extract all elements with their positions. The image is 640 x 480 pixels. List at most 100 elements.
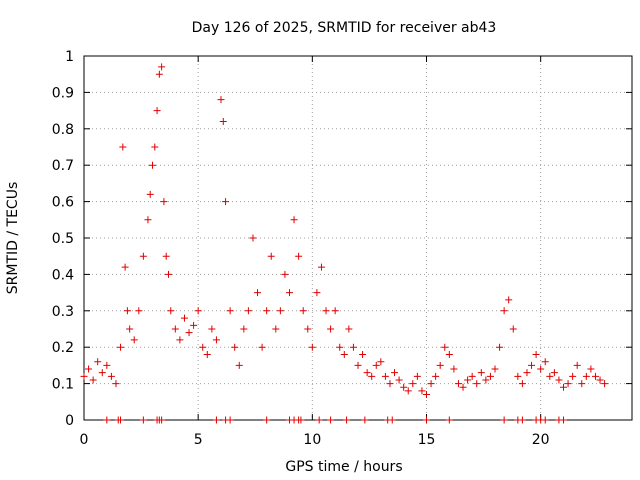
x-tick-label: 5 bbox=[194, 432, 203, 448]
data-point bbox=[454, 380, 462, 388]
data-point bbox=[85, 365, 93, 373]
data-point bbox=[601, 380, 609, 388]
data-point bbox=[94, 358, 102, 366]
data-point bbox=[491, 365, 499, 373]
data-point bbox=[222, 198, 230, 206]
data-point bbox=[317, 263, 325, 271]
data-point bbox=[400, 383, 408, 391]
data-point bbox=[235, 361, 243, 369]
data-point bbox=[528, 361, 536, 369]
data-point bbox=[249, 234, 257, 242]
data-point bbox=[107, 372, 115, 380]
data-point bbox=[546, 372, 554, 380]
data-point bbox=[381, 372, 389, 380]
data-point bbox=[514, 372, 522, 380]
data-point bbox=[299, 307, 307, 315]
y-tick-label: 0.2 bbox=[52, 340, 74, 356]
data-point bbox=[158, 416, 166, 424]
data-point bbox=[119, 143, 127, 151]
grid-lines bbox=[84, 56, 632, 420]
data-point bbox=[135, 307, 143, 315]
y-tick-label: 0.3 bbox=[52, 304, 74, 320]
data-point bbox=[523, 369, 531, 377]
data-point bbox=[295, 252, 303, 260]
data-point bbox=[555, 376, 563, 384]
data-point bbox=[290, 216, 298, 224]
data-point bbox=[505, 296, 513, 304]
y-axis-label: SRMTID / TECUs bbox=[5, 182, 21, 295]
axis-ticks: 00.10.20.30.40.50.60.70.80.910 5 10 15 20 bbox=[52, 49, 632, 448]
data-point bbox=[203, 350, 211, 358]
data-point bbox=[258, 343, 266, 351]
x-tick-label: 10 bbox=[303, 432, 321, 448]
data-point bbox=[263, 307, 271, 315]
data-point bbox=[162, 252, 170, 260]
data-point bbox=[500, 416, 508, 424]
data-point bbox=[80, 372, 88, 380]
data-point bbox=[158, 63, 166, 71]
data-points bbox=[80, 63, 609, 424]
data-point bbox=[578, 380, 586, 388]
data-point bbox=[518, 416, 526, 424]
data-point bbox=[423, 391, 430, 399]
data-point bbox=[212, 416, 220, 424]
data-point bbox=[263, 416, 271, 424]
data-point bbox=[340, 350, 348, 358]
y-tick-label: 0 bbox=[65, 413, 74, 429]
data-point bbox=[331, 307, 339, 315]
data-point bbox=[473, 380, 481, 388]
data-point bbox=[354, 361, 362, 369]
data-point bbox=[509, 325, 517, 333]
data-point bbox=[518, 380, 526, 388]
data-point bbox=[155, 70, 163, 78]
data-point bbox=[482, 376, 490, 384]
x-tick-label: 0 bbox=[80, 432, 89, 448]
data-point bbox=[596, 376, 604, 384]
data-point bbox=[432, 372, 440, 380]
data-point bbox=[272, 325, 280, 333]
data-point bbox=[386, 380, 394, 388]
data-point bbox=[103, 361, 111, 369]
data-point bbox=[103, 416, 111, 424]
data-point bbox=[359, 350, 367, 358]
data-point bbox=[231, 343, 239, 351]
data-point bbox=[459, 383, 467, 391]
data-point bbox=[541, 358, 549, 366]
data-point bbox=[167, 307, 175, 315]
y-tick-label: 1 bbox=[65, 49, 74, 65]
data-point bbox=[315, 416, 323, 424]
data-point bbox=[171, 325, 179, 333]
data-point bbox=[126, 325, 134, 333]
data-point bbox=[139, 416, 147, 424]
data-point bbox=[219, 118, 227, 126]
data-point bbox=[537, 365, 545, 373]
data-point bbox=[377, 358, 385, 366]
data-point bbox=[532, 350, 540, 358]
data-point bbox=[267, 252, 275, 260]
data-point bbox=[569, 372, 577, 380]
data-point bbox=[121, 263, 129, 271]
data-point bbox=[436, 361, 444, 369]
data-point bbox=[212, 336, 220, 344]
data-point bbox=[149, 161, 156, 169]
y-tick-label: 0.5 bbox=[52, 231, 74, 247]
data-point bbox=[591, 372, 599, 380]
data-point bbox=[496, 343, 504, 351]
data-point bbox=[208, 325, 216, 333]
data-point bbox=[146, 190, 154, 198]
data-point bbox=[144, 216, 152, 224]
data-point bbox=[564, 380, 572, 388]
data-point bbox=[413, 372, 421, 380]
data-point bbox=[123, 307, 131, 315]
data-point bbox=[468, 372, 476, 380]
data-point bbox=[276, 307, 284, 315]
data-point bbox=[363, 369, 371, 377]
data-point bbox=[164, 270, 172, 278]
data-point bbox=[112, 380, 120, 388]
data-point bbox=[582, 372, 590, 380]
data-point bbox=[445, 350, 453, 358]
data-point bbox=[573, 361, 581, 369]
data-point bbox=[226, 307, 234, 315]
data-point bbox=[541, 416, 549, 424]
